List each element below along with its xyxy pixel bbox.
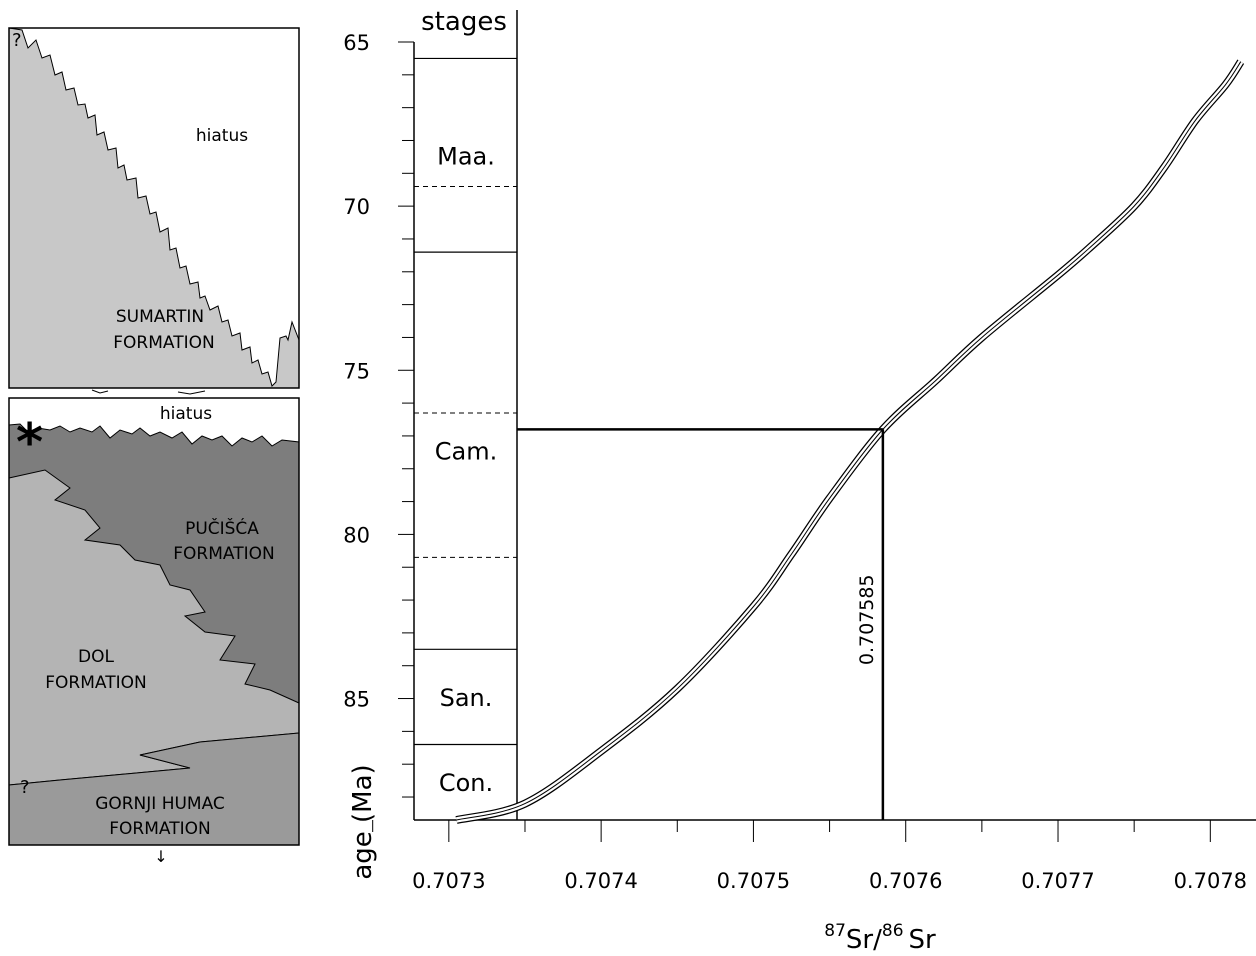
x-tick-label: 0.7076 — [869, 869, 942, 893]
pucisca-label-line2: FORMATION — [173, 544, 274, 564]
stratigraphic-column: ? ? hiatus hiatus SUMARTIN FORMATION PUČ… — [8, 27, 300, 866]
x-axis-title-base2: Sr — [909, 925, 937, 955]
y-tick-label: 65 — [343, 31, 370, 55]
stage-label: San. — [440, 684, 493, 712]
x-tick-label: 0.7074 — [564, 869, 637, 893]
sumartin-label-line1: SUMARTIN — [116, 307, 204, 327]
x-tick-label: 0.7073 — [412, 869, 485, 893]
question-mark-bottom: ? — [20, 777, 30, 798]
y-axis: 65 70 75 80 85 age (Ma) — [343, 31, 415, 880]
curve-outer-band — [455, 59, 1245, 824]
curve-center-line — [456, 61, 1242, 821]
stages-header: stages — [421, 7, 507, 37]
pucisca-label-line1: PUČIŠĆA — [185, 517, 259, 539]
gornji-label-line1: GORNJI HUMAC — [95, 794, 225, 814]
x-tick-group: 0.7073 0.7074 0.7075 0.7076 0.7077 0.7078 — [372, 820, 1247, 893]
stage-label: Cam. — [435, 438, 497, 466]
x-tick-label: 0.7078 — [1174, 869, 1247, 893]
stage-boundaries — [414, 57, 517, 746]
y-tick-label: 75 — [343, 359, 370, 383]
annotation-value-label: 0.707585 — [856, 574, 878, 665]
sumartin-label-line2: FORMATION — [113, 333, 214, 353]
x-axis-title: 87Sr/86 Sr — [824, 921, 936, 955]
x-axis-title-base1: Sr/ — [846, 925, 882, 955]
age-readout-annotation: 0.707585 — [517, 428, 885, 820]
stages-column: stages Maa. Cam. San. Con. — [414, 7, 518, 820]
dol-label-line2: FORMATION — [45, 673, 146, 693]
y-axis-title: age (Ma) — [348, 764, 378, 879]
stage-labels: Maa. Cam. San. Con. — [435, 142, 497, 797]
y-tick-label: 85 — [343, 688, 370, 712]
upper-hiatus-squiggle — [91, 389, 206, 395]
x-axis: 0.7073 0.7074 0.7075 0.7076 0.7077 0.7078 87S… — [372, 819, 1256, 955]
x-axis-title-sup1: 87 — [824, 921, 846, 941]
curve-inner-gap — [455, 60, 1244, 823]
y-tick-label: 70 — [343, 195, 370, 219]
chart: 65 70 75 80 85 age (Ma) stages Maa. Cam. San. C… — [343, 7, 1256, 955]
x-axis-title-sup2: 86 — [882, 921, 904, 941]
y-tick-group: 65 70 75 80 85 — [343, 31, 414, 798]
stage-label: Maa. — [437, 142, 495, 170]
down-arrow-icon: ↓ — [154, 847, 167, 866]
y-tick-label: 80 — [343, 523, 370, 547]
stage-label: Con. — [439, 769, 493, 797]
sr-isotope-curve — [455, 59, 1245, 824]
upper-panel-border — [8, 27, 300, 389]
question-mark-top: ? — [12, 30, 22, 51]
dol-label-line1: DOL — [78, 647, 114, 667]
lower-panel-border — [8, 397, 300, 846]
hiatus-label-lower: hiatus — [160, 404, 212, 424]
hiatus-label-upper: hiatus — [196, 126, 248, 146]
x-tick-label: 0.7077 — [1021, 869, 1094, 893]
sumartin-formation-shape — [8, 27, 300, 389]
gornji-label-line2: FORMATION — [109, 819, 210, 839]
sample-asterisk-marker: * — [16, 413, 43, 473]
x-tick-label: 0.7075 — [717, 869, 790, 893]
